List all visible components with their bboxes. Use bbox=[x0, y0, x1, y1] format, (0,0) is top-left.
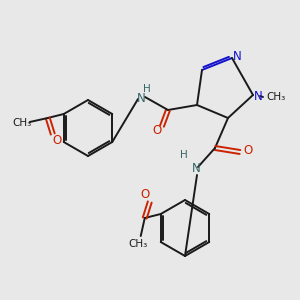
Text: N: N bbox=[192, 163, 200, 176]
Text: O: O bbox=[140, 188, 149, 202]
Text: H: H bbox=[143, 84, 151, 94]
Text: O: O bbox=[152, 124, 162, 137]
Text: N: N bbox=[136, 92, 146, 104]
Text: O: O bbox=[52, 134, 62, 148]
Text: H: H bbox=[180, 150, 188, 160]
Text: CH₃: CH₃ bbox=[12, 118, 32, 128]
Text: CH₃: CH₃ bbox=[266, 92, 286, 102]
Text: CH₃: CH₃ bbox=[128, 239, 147, 249]
Text: N: N bbox=[254, 91, 262, 103]
Text: O: O bbox=[243, 145, 253, 158]
Text: N: N bbox=[232, 50, 242, 62]
